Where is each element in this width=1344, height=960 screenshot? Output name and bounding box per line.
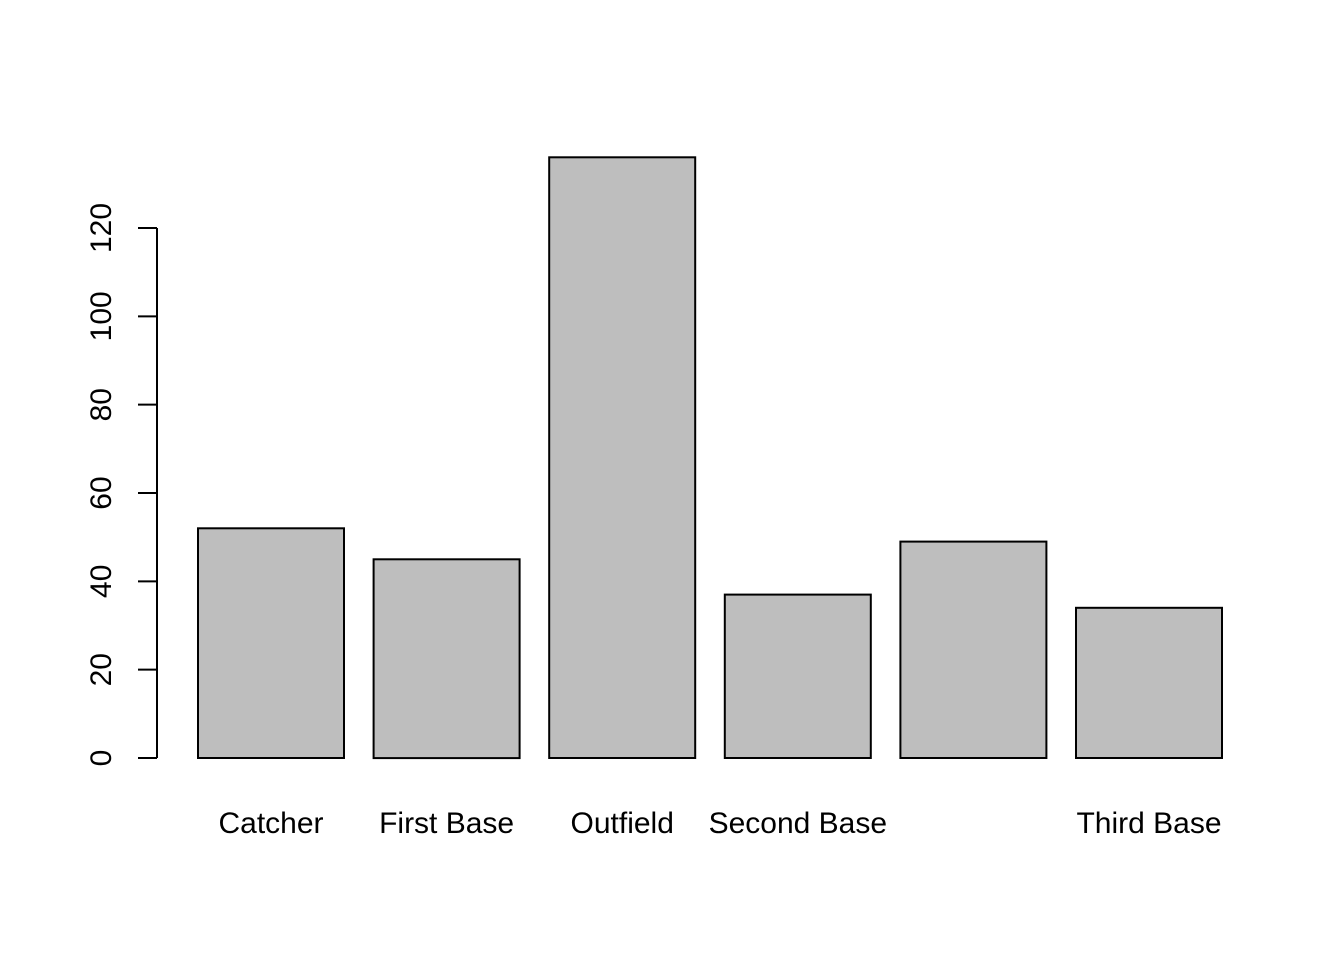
bar-outfield <box>548 156 697 760</box>
y-tick-label: 40 <box>85 565 118 598</box>
y-tick-label: 120 <box>85 203 118 253</box>
bar-catcher <box>197 527 345 759</box>
category-label: First Base <box>379 807 514 840</box>
bars-group <box>197 156 1223 760</box>
bar-second-base <box>723 593 872 759</box>
category-label: Outfield <box>571 807 674 840</box>
bar-unlabeled-4 <box>899 540 1048 759</box>
category-label: Catcher <box>218 807 323 840</box>
y-tick-label: 100 <box>85 291 118 341</box>
y-tick-label: 20 <box>85 653 118 686</box>
bar-first-base <box>372 558 521 760</box>
y-axis: 0 20 40 60 80 100 120 <box>85 203 158 767</box>
y-tick-label: 60 <box>85 476 118 509</box>
y-tick-label: 80 <box>85 388 118 421</box>
category-label: Second Base <box>709 807 887 840</box>
bar-third-base <box>1075 606 1223 759</box>
x-axis-labels: Catcher First Base Outfield Second Base Thir… <box>218 807 1221 840</box>
category-label: Third Base <box>1076 807 1221 840</box>
y-tick-label: 0 <box>85 750 118 767</box>
